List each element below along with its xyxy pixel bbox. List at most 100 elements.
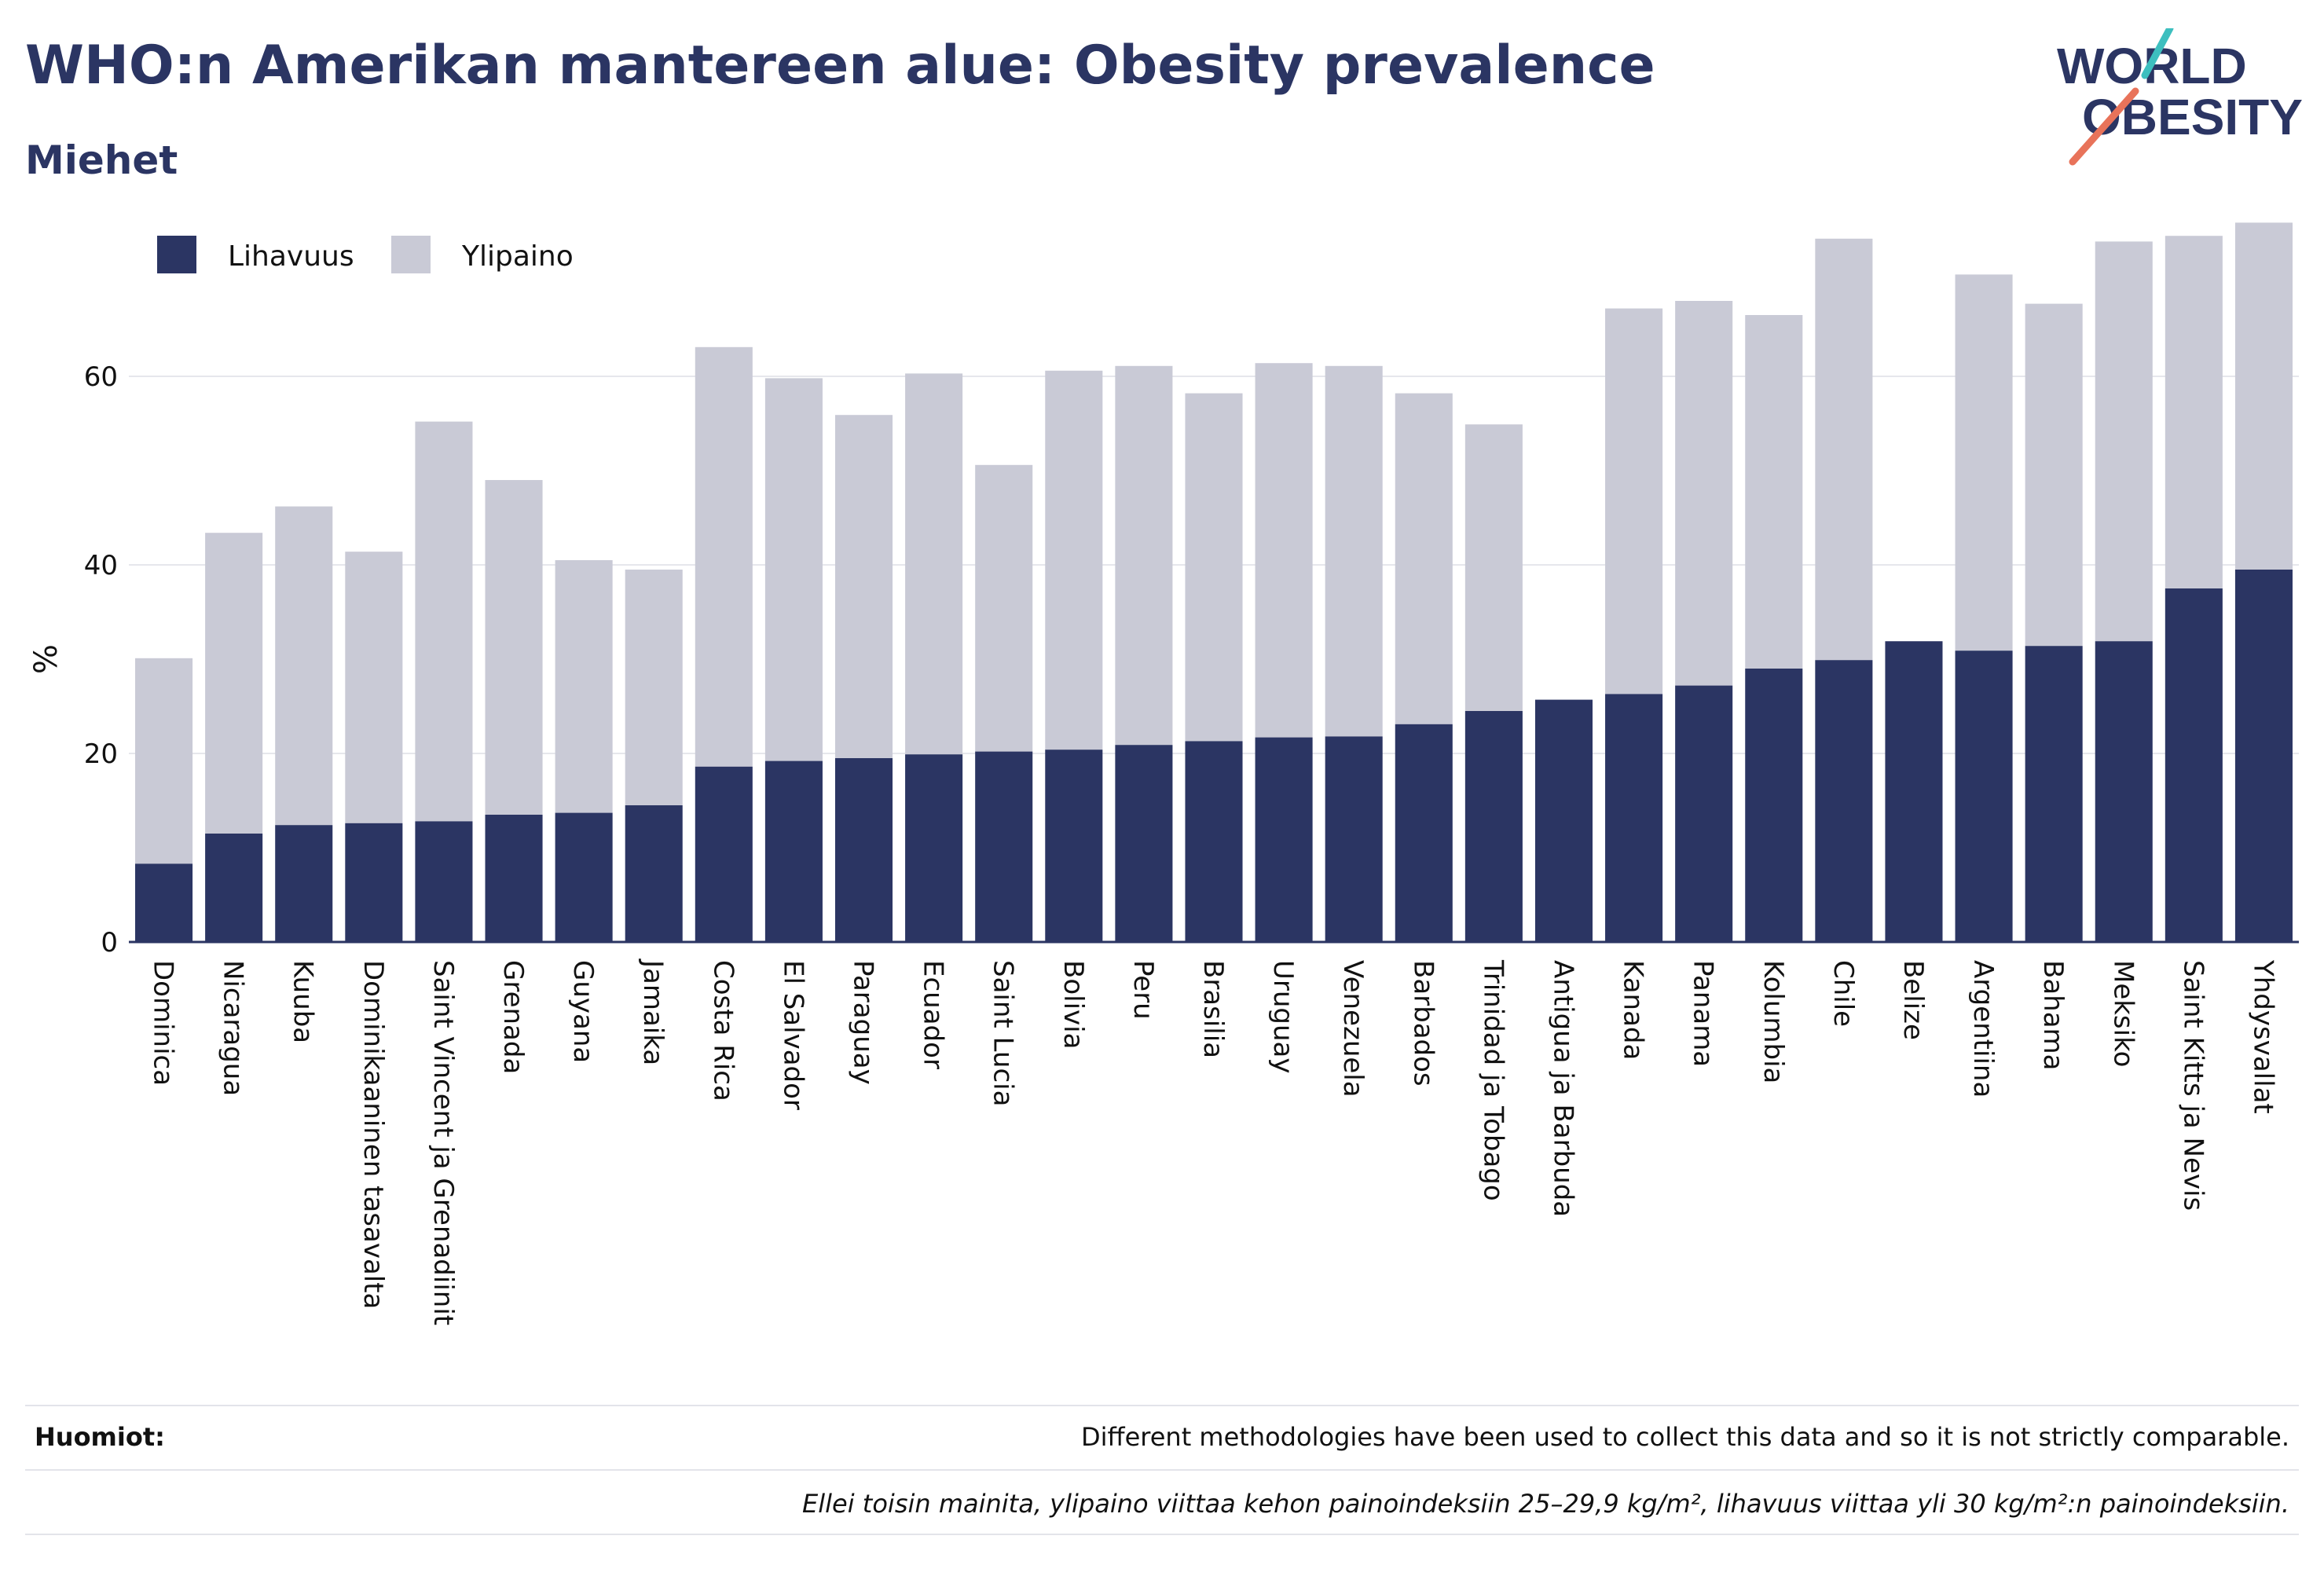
bar-lihavuus (2165, 588, 2223, 942)
bar-ylipaino (2095, 241, 2153, 642)
bar-ylipaino (1464, 424, 1523, 711)
legend: Lihavuus Ylipaino (157, 236, 574, 273)
bar-lihavuus (2234, 570, 2293, 942)
bar-ylipaino (695, 346, 753, 767)
y-tick-label: 40 (84, 550, 118, 581)
x-tick-label: Belize (1897, 960, 1929, 1040)
x-tick-label: Saint Kitts ja Nevis (2177, 960, 2209, 1211)
bar-ylipaino (1325, 365, 1383, 737)
bar-ylipaino (1395, 393, 1453, 724)
x-tick-label: Kanada (1618, 960, 1649, 1060)
bar-lihavuus (834, 758, 893, 942)
logo-text-obesity: OBESITY (2082, 89, 2303, 145)
bar-ylipaino (2025, 303, 2083, 647)
bar-ylipaino (345, 552, 403, 823)
legend-label: Ylipaino (461, 240, 574, 273)
x-tick-label: Grenada (497, 960, 529, 1074)
notes-divider-bottom (25, 1534, 2299, 1535)
x-tick-label: Costa Rica (707, 960, 739, 1101)
bar-lihavuus (1605, 694, 1663, 942)
bar-ylipaino (1115, 365, 1173, 746)
notes-text: Different methodologies have been used t… (1081, 1422, 2289, 1452)
x-tick-label: Peru (1127, 960, 1159, 1020)
bar-ylipaino (415, 421, 473, 822)
logo-slash-teal (2141, 28, 2174, 79)
legend-label: Lihavuus (228, 240, 354, 273)
bar-lihavuus (1464, 711, 1523, 942)
axes: 0 20 40 60% Dominica Nicaragua Kuuba Dominikaan… (28, 361, 2299, 1325)
bar-ylipaino (1185, 393, 1243, 742)
bar-lihavuus (1115, 745, 1173, 942)
bar-lihavuus (205, 834, 263, 942)
y-tick-label: 20 (84, 739, 118, 770)
bar-ylipaino (2165, 236, 2223, 588)
x-tick-label: El Salvador (777, 960, 808, 1110)
bar-ylipaino (1605, 308, 1663, 695)
logo-slash-coral (2069, 87, 2139, 166)
bar-lihavuus (1675, 685, 1733, 942)
x-tick-label: Ecuador (918, 960, 949, 1069)
bar-lihavuus (1255, 737, 1313, 942)
x-tick-label: Trinidad ja Tobago (1477, 959, 1508, 1201)
x-tick-label: Kolumbia (1758, 960, 1789, 1083)
bar-lihavuus (695, 766, 753, 942)
bar-lihavuus (905, 754, 963, 942)
x-tick-label: Argentiina (1967, 960, 1999, 1098)
bar-lihavuus (625, 805, 683, 942)
x-tick-label: Barbados (1407, 960, 1439, 1087)
x-tick-label: Kuuba (288, 960, 319, 1043)
bar-lihavuus (975, 751, 1033, 942)
bar-lihavuus (415, 821, 473, 942)
bar-ylipaino (1745, 315, 1803, 669)
bar-ylipaino (135, 658, 193, 864)
x-tick-label: Venezuela (1337, 960, 1369, 1098)
bar-ylipaino (1675, 301, 1733, 686)
x-tick-label: Dominikaaninen tasavalta (357, 960, 389, 1309)
bar-lihavuus (555, 812, 613, 942)
bar-chart: Lihavuus Ylipaino 0 20 40 60% Dominica Nicarag… (28, 222, 2299, 1325)
bar-ylipaino (905, 373, 963, 755)
page-title: WHO:n Amerikan mantereen alue: Obesity p… (25, 35, 1655, 97)
page-subtitle: Miehet (25, 137, 178, 183)
x-tick-label: Jamaika (637, 958, 669, 1065)
bar-ylipaino (975, 464, 1033, 752)
x-tick-label: Brasilia (1197, 960, 1229, 1058)
bar-lihavuus (1885, 641, 1943, 942)
bar-lihavuus (1395, 724, 1453, 942)
bar-lihavuus (485, 815, 543, 942)
x-tick-label: Saint Lucia (988, 960, 1019, 1106)
bar-lihavuus (2025, 646, 2083, 942)
y-tick-label: 0 (101, 927, 118, 958)
legend-swatch (391, 236, 431, 273)
bar-lihavuus (1045, 750, 1103, 942)
bar-lihavuus (764, 761, 823, 942)
bar-ylipaino (485, 480, 543, 815)
bars (135, 222, 2293, 942)
notes-label: Huomiot: (35, 1422, 165, 1452)
x-tick-label: Meksiko (2107, 960, 2139, 1067)
bar-ylipaino (625, 570, 683, 805)
bar-ylipaino (275, 506, 333, 826)
bar-ylipaino (1815, 238, 1873, 661)
x-tick-label: Guyana (567, 960, 599, 1063)
bar-lihavuus (1534, 699, 1593, 942)
bar-ylipaino (834, 415, 893, 758)
x-tick-label: Saint Vincent ja Grenadiinit (427, 960, 459, 1325)
x-tick-label: Dominica (148, 960, 179, 1086)
x-tick-label: Panama (1688, 960, 1719, 1067)
y-tick-label: 60 (84, 361, 118, 393)
bar-lihavuus (1815, 660, 1873, 942)
world-obesity-logo: WORLD OBESITY (2057, 28, 2303, 166)
bar-lihavuus (1955, 651, 2013, 942)
legend-swatch (157, 236, 196, 273)
definition-text: Ellei toisin mainita, ylipaino viittaa k… (802, 1489, 2289, 1519)
x-tick-label: Nicaragua (218, 960, 249, 1096)
bar-ylipaino (1255, 363, 1313, 738)
bar-lihavuus (345, 823, 403, 942)
bar-lihavuus (1185, 741, 1243, 942)
x-tick-label: Uruguay (1267, 960, 1299, 1074)
x-tick-label: Chile (1827, 960, 1859, 1027)
bar-ylipaino (205, 533, 263, 834)
x-tick-label: Bahama (2037, 960, 2069, 1071)
bar-lihavuus (1745, 669, 1803, 942)
